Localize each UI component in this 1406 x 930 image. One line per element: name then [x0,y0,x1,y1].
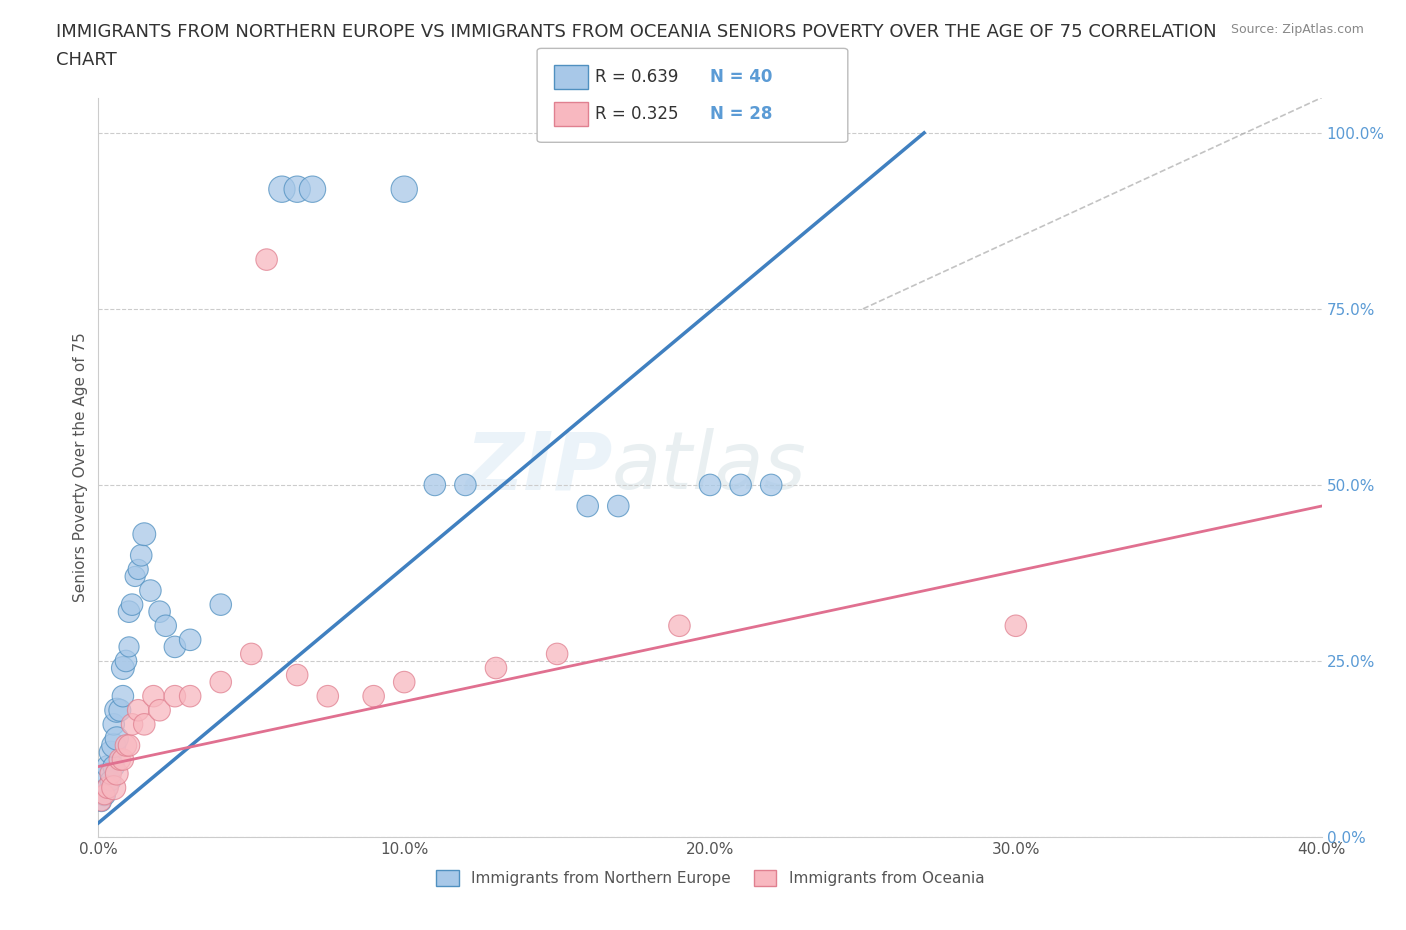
Point [100,745,122,760]
Point [100,773,122,788]
Point [93,766,115,781]
Point [127,703,149,718]
Point [699,477,721,492]
Point [256,252,278,267]
Point [546,646,568,661]
Point [301,181,323,196]
Point [209,674,232,689]
Point [118,738,141,753]
Point [730,477,752,492]
Text: R = 0.639: R = 0.639 [595,68,678,86]
Point [129,548,152,563]
Point [163,689,186,704]
Point [93,788,115,803]
Point [108,703,131,718]
Y-axis label: Seniors Poverty Over the Age of 75: Seniors Poverty Over the Age of 75 [73,332,89,603]
Point [759,477,782,492]
Point [139,583,162,598]
Point [1004,618,1026,633]
Point [115,654,138,669]
Point [115,738,138,753]
Point [607,498,630,513]
Point [423,477,446,492]
Point [108,752,131,767]
Point [97,780,120,795]
Point [149,703,172,718]
Point [118,640,141,655]
Text: CHART: CHART [56,51,117,69]
Point [316,689,339,704]
Point [90,794,112,809]
Point [111,660,134,675]
Point [209,597,232,612]
Text: N = 40: N = 40 [710,68,772,86]
Point [179,632,201,647]
Point [285,181,308,196]
Point [103,759,125,774]
Point [149,604,172,619]
Point [270,181,292,196]
Point [103,738,125,753]
Point [127,562,149,577]
Point [124,569,146,584]
Point [97,759,120,774]
Point [485,660,508,675]
Point [454,477,477,492]
Point [134,717,156,732]
Point [392,181,416,196]
Text: R = 0.325: R = 0.325 [595,105,678,124]
Point [392,674,416,689]
Text: N = 28: N = 28 [710,105,772,124]
Point [363,689,385,704]
Text: IMMIGRANTS FROM NORTHERN EUROPE VS IMMIGRANTS FROM OCEANIA SENIORS POVERTY OVER : IMMIGRANTS FROM NORTHERN EUROPE VS IMMIG… [56,23,1216,41]
Point [163,640,186,655]
Text: Source: ZipAtlas.com: Source: ZipAtlas.com [1230,23,1364,36]
Point [111,689,134,704]
Point [668,618,690,633]
Point [576,498,599,513]
Point [285,668,308,683]
Point [118,604,141,619]
Point [103,780,125,795]
Point [100,766,122,781]
Point [179,689,201,704]
Point [111,752,134,767]
Point [103,717,125,732]
Text: ZIP: ZIP [465,429,612,506]
Point [97,780,120,795]
Legend: Immigrants from Northern Europe, Immigrants from Oceania: Immigrants from Northern Europe, Immigra… [430,864,990,892]
Point [240,646,263,661]
Point [105,731,128,746]
Point [142,689,165,704]
Point [90,794,112,809]
Point [121,717,143,732]
Point [155,618,177,633]
Point [134,526,156,541]
Point [121,597,143,612]
Point [105,703,128,718]
Point [105,766,128,781]
Text: atlas: atlas [612,429,807,506]
Point [93,788,115,803]
